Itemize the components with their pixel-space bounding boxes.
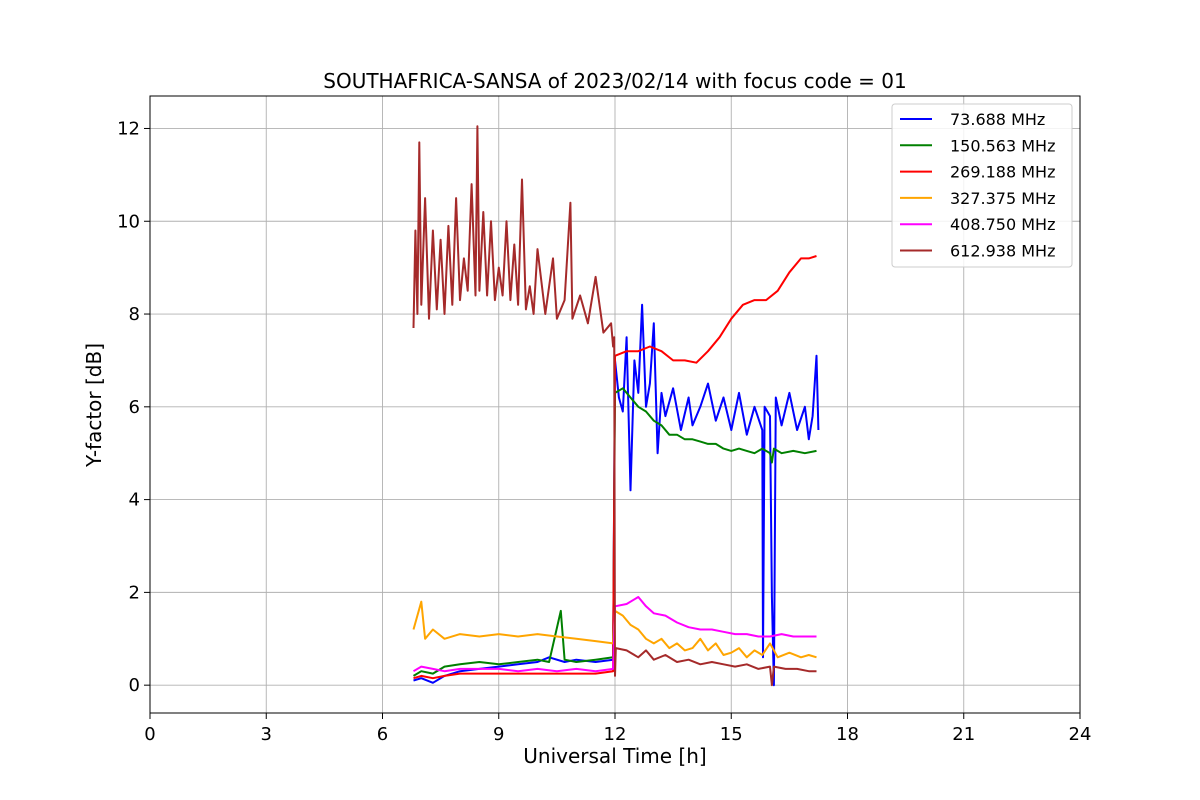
legend-label-2: 150.563 MHz [950,136,1055,155]
series-line-6 [412,125,817,687]
y-tick-label: 8 [129,304,140,325]
y-tick-label: 4 [129,490,140,511]
series-layer [412,125,820,687]
legend-label-4: 327.375 MHz [950,189,1055,208]
y-tick-label: 12 [117,118,140,139]
x-tick-label: 0 [144,724,155,745]
x-tick-label: 9 [493,724,504,745]
y-axis-label: Y-factor [dB] [82,343,106,468]
series-line-5 [412,596,817,673]
x-tick-label: 3 [261,724,272,745]
legend-label-5: 408.750 MHz [950,215,1055,234]
x-tick-label: 24 [1069,724,1092,745]
y-tick-label: 10 [117,211,140,232]
series-line-3 [413,255,817,680]
x-axis: 0 3 6 9 12 15 18 21 24 [144,713,1091,745]
chart-title: SOUTHAFRICA-SANSA of 2023/02/14 with foc… [323,69,907,93]
series-line-4 [412,600,817,659]
y-tick-label: 2 [129,582,140,603]
legend-box [891,103,1073,268]
legend-label-6: 612.938 MHz [950,242,1055,261]
x-tick-label: 18 [836,724,859,745]
legend-label-3: 269.188 MHz [950,163,1055,182]
legend-label-1: 73.688 MHz [950,110,1045,129]
series-line-1 [413,303,820,687]
x-axis-label: Universal Time [h] [523,744,706,768]
x-tick-label: 15 [720,724,743,745]
x-tick-label: 21 [952,724,975,745]
legend: 73.688 MHz 150.563 MHz 269.188 MHz 327.375 … [891,103,1073,268]
series-line-2 [412,387,817,677]
y-tick-label: 6 [129,397,140,418]
y-axis: 0 2 4 6 8 10 12 [117,118,150,696]
x-tick-label: 12 [604,724,627,745]
x-tick-label: 6 [377,724,388,745]
y-tick-label: 0 [129,675,140,696]
